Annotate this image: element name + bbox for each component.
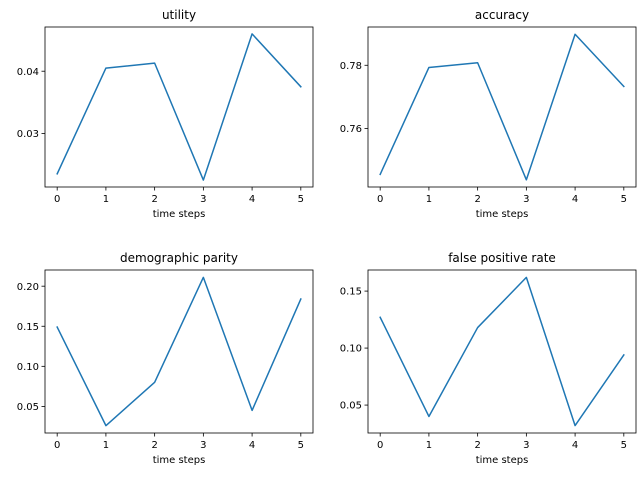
subplot-demographic-parity: 0 1 2 3 4 5 0.05 0.10 0.15 0.20 demographic parity… [17,251,314,466]
demographic-parity-y-tick-label: 0.10 [17,362,39,373]
accuracy-x-tick-label: 2 [474,194,480,205]
false-positive-rate-x-axis-label: time steps [476,455,529,466]
false-positive-rate-x-tick-label: 2 [474,440,480,451]
accuracy-x-tick-label: 4 [572,194,578,205]
subplots: 0 1 2 3 4 5 0.03 0.04 utility time steps 0 1 2 3 4 5 0.7… [17,8,637,466]
utility-title: utility [162,8,196,22]
demographic-parity-axes-frame [44,269,314,434]
subplot-accuracy: 0 1 2 3 4 5 0.76 0.78 accuracy time steps [340,8,637,220]
utility-x-tick-label: 3 [200,194,206,205]
demographic-parity-x-axis-label: time steps [153,455,206,466]
demographic-parity-x-tick-label: 4 [249,440,255,451]
subplot-false-positive-rate: 0 1 2 3 4 5 0.05 0.10 0.15 false positive rate tim… [340,251,637,466]
accuracy-x-tick-label: 5 [621,194,627,205]
accuracy-series-line [379,33,625,181]
accuracy-x-tick-label: 3 [523,194,529,205]
demographic-parity-x-tick-label: 1 [103,440,109,451]
false-positive-rate-title: false positive rate [448,251,556,265]
demographic-parity-y-tick-label: 0.05 [17,402,39,413]
utility-x-tick-label: 0 [54,194,60,205]
false-positive-rate-axes-frame [367,269,637,434]
utility-series-line [56,33,302,181]
accuracy-x-tick-label: 0 [377,194,383,205]
utility-x-axis-label: time steps [153,209,206,220]
accuracy-x-axis-label: time steps [476,209,529,220]
demographic-parity-x-tick-label: 5 [298,440,304,451]
accuracy-y-tick-label: 0.76 [340,124,362,135]
false-positive-rate-x-tick-label: 4 [572,440,578,451]
demographic-parity-x-tick-label: 3 [200,440,206,451]
utility-y-tick-label: 0.04 [17,67,39,78]
false-positive-rate-y-tick-label: 0.10 [340,344,362,355]
utility-axes-frame [44,26,314,188]
false-positive-rate-x-tick-label: 3 [523,440,529,451]
accuracy-x-tick-label: 1 [426,194,432,205]
false-positive-rate-x-tick-label: 0 [377,440,383,451]
accuracy-y-tick-label: 0.78 [340,61,362,72]
utility-x-tick-label: 4 [249,194,255,205]
demographic-parity-x-tick-label: 0 [54,440,60,451]
false-positive-rate-y-tick-label: 0.15 [340,287,362,298]
demographic-parity-series-line [56,276,302,427]
demographic-parity-title: demographic parity [120,251,238,265]
accuracy-axes-frame [367,26,637,188]
accuracy-title: accuracy [475,8,529,22]
utility-x-tick-label: 5 [298,194,304,205]
demographic-parity-y-tick-label: 0.20 [17,282,39,293]
false-positive-rate-series-line [379,276,625,427]
false-positive-rate-x-tick-label: 5 [621,440,627,451]
utility-x-tick-label: 1 [103,194,109,205]
false-positive-rate-y-tick-label: 0.05 [340,401,362,412]
utility-x-tick-label: 2 [151,194,157,205]
subplot-utility: 0 1 2 3 4 5 0.03 0.04 utility time steps [17,8,314,220]
demographic-parity-y-tick-label: 0.15 [17,322,39,333]
false-positive-rate-x-tick-label: 1 [426,440,432,451]
demographic-parity-x-tick-label: 2 [151,440,157,451]
utility-y-tick-label: 0.03 [17,129,39,140]
